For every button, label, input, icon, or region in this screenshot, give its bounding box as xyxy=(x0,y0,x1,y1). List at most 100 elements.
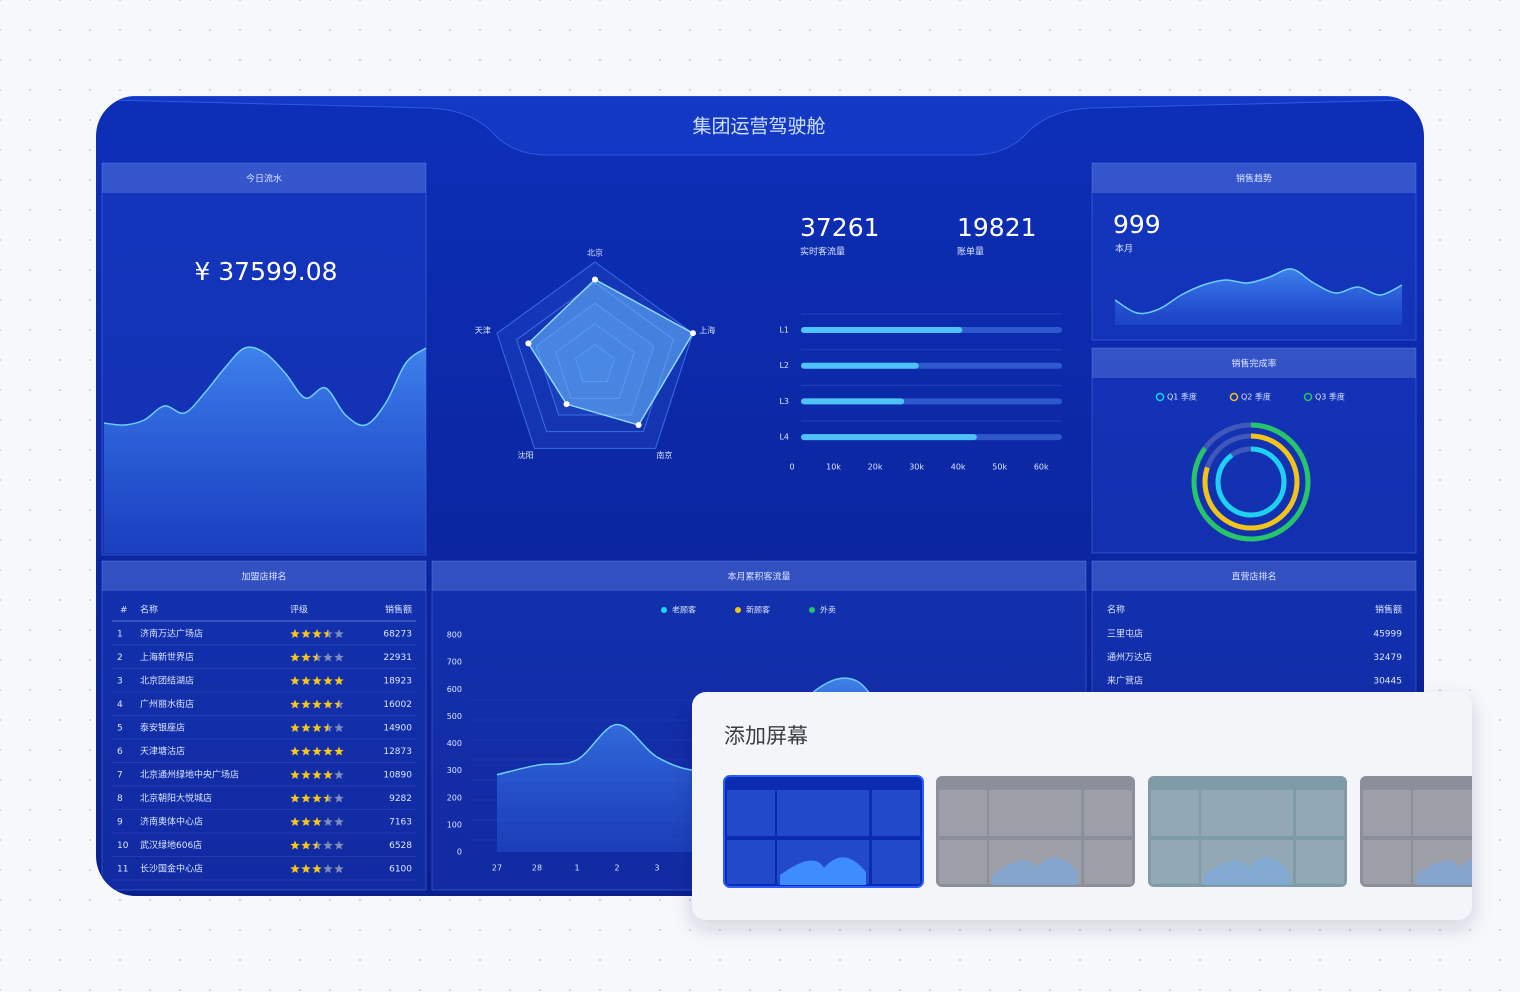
store-name: 济南万达广场店 xyxy=(140,628,203,640)
x-tick-label: 20k xyxy=(868,463,883,472)
screen-thumbnail[interactable] xyxy=(936,776,1135,887)
star xyxy=(334,840,344,850)
star xyxy=(312,840,322,850)
x-tick-label: 2 xyxy=(614,864,619,873)
star xyxy=(301,746,311,756)
bar xyxy=(801,362,919,369)
row-index: 9 xyxy=(117,818,123,828)
star xyxy=(290,723,300,733)
star xyxy=(312,746,322,756)
trend-label: 本月 xyxy=(1115,243,1133,255)
table-header: 名称 xyxy=(140,604,158,616)
thumbnails xyxy=(723,775,1520,888)
legend-marker xyxy=(1155,392,1165,402)
area xyxy=(104,347,426,553)
star xyxy=(334,699,344,709)
thumb-panel xyxy=(1296,840,1344,884)
screen-thumbnail[interactable] xyxy=(723,775,924,888)
modal-title: 添加屏幕 xyxy=(724,724,808,748)
thumb-panel xyxy=(1363,790,1411,836)
rating xyxy=(290,629,344,639)
radar-label: 沈阳 xyxy=(518,450,534,460)
star xyxy=(312,770,322,780)
radar-label: 南京 xyxy=(656,450,672,460)
legend-label: Q2 季度 xyxy=(1241,392,1271,402)
star xyxy=(312,817,322,827)
amount: ¥ 37599.08 xyxy=(194,257,337,286)
store-name: 北京团结湖店 xyxy=(140,675,194,687)
star xyxy=(301,652,311,662)
row-index: 10 xyxy=(117,841,129,851)
store-name: 三里屯店 xyxy=(1107,628,1143,640)
ring xyxy=(1191,422,1311,542)
screen-thumbnail[interactable] xyxy=(1148,776,1347,887)
table-header: # xyxy=(120,606,128,616)
star xyxy=(334,864,344,874)
panel-title: 今日流水 xyxy=(246,173,282,185)
sales: 18923 xyxy=(383,677,412,687)
x-tick-label: 27 xyxy=(492,864,502,873)
thumb-bg xyxy=(1148,776,1347,887)
radar-label: 北京 xyxy=(587,248,603,258)
radar-point xyxy=(635,421,642,428)
store-name: 泰安银座店 xyxy=(140,722,185,734)
panel-header xyxy=(1092,163,1416,193)
star xyxy=(301,817,311,827)
y-tick-label: 600 xyxy=(447,685,462,694)
row-index: 6 xyxy=(117,747,123,757)
star xyxy=(323,699,333,709)
star xyxy=(301,793,311,803)
sales: 7163 xyxy=(389,818,412,828)
thumb-area xyxy=(1416,857,1472,885)
store-name: 天津塘沽店 xyxy=(140,745,185,757)
star xyxy=(290,676,300,686)
thumb-bg xyxy=(936,776,1135,887)
star xyxy=(312,723,322,733)
star xyxy=(334,676,344,686)
rating xyxy=(290,793,344,803)
thumb-panel xyxy=(872,790,920,836)
star xyxy=(301,864,311,874)
star xyxy=(312,629,322,639)
ring xyxy=(1215,446,1287,518)
kpi-value: 37261 xyxy=(800,213,880,242)
table-header: 销售额 xyxy=(385,604,412,616)
star xyxy=(334,793,344,803)
screen-thumbnail[interactable] xyxy=(1360,776,1520,887)
thumb-panel xyxy=(777,790,869,836)
y-tick-label: 700 xyxy=(447,658,462,667)
panel-title: 直营店排名 xyxy=(1231,571,1276,583)
star xyxy=(290,652,300,662)
legend-marker xyxy=(661,607,667,613)
y-tick-label: 300 xyxy=(447,766,462,775)
star xyxy=(312,864,322,874)
ring xyxy=(1202,433,1300,531)
star xyxy=(323,723,333,733)
panel-header xyxy=(432,561,1086,591)
area-line xyxy=(103,346,427,427)
thumb-panel xyxy=(1151,840,1199,884)
x-tick-label: 0 xyxy=(789,463,794,472)
x-tick-label: 10k xyxy=(826,463,841,472)
star xyxy=(334,652,344,662)
dashboard-title: 集团运营驾驶舱 xyxy=(692,116,825,138)
store-name: 长沙国金中心店 xyxy=(140,863,203,875)
star xyxy=(312,652,322,662)
x-tick-label: 1 xyxy=(574,864,579,873)
star xyxy=(290,699,300,709)
kpi-label: 账单量 xyxy=(957,246,984,258)
radar-point xyxy=(689,330,696,337)
star xyxy=(323,746,333,756)
sales: 10890 xyxy=(383,771,412,781)
store-name: 济南奥体中心店 xyxy=(140,816,203,828)
store-name: 广州丽水街店 xyxy=(140,698,194,710)
star xyxy=(323,652,333,662)
table-header: 名称 xyxy=(1107,604,1125,616)
star xyxy=(301,770,311,780)
star xyxy=(323,629,333,639)
bar xyxy=(801,434,977,441)
panel-header xyxy=(102,163,426,193)
table-header: 评级 xyxy=(290,604,308,616)
rating xyxy=(290,723,344,733)
